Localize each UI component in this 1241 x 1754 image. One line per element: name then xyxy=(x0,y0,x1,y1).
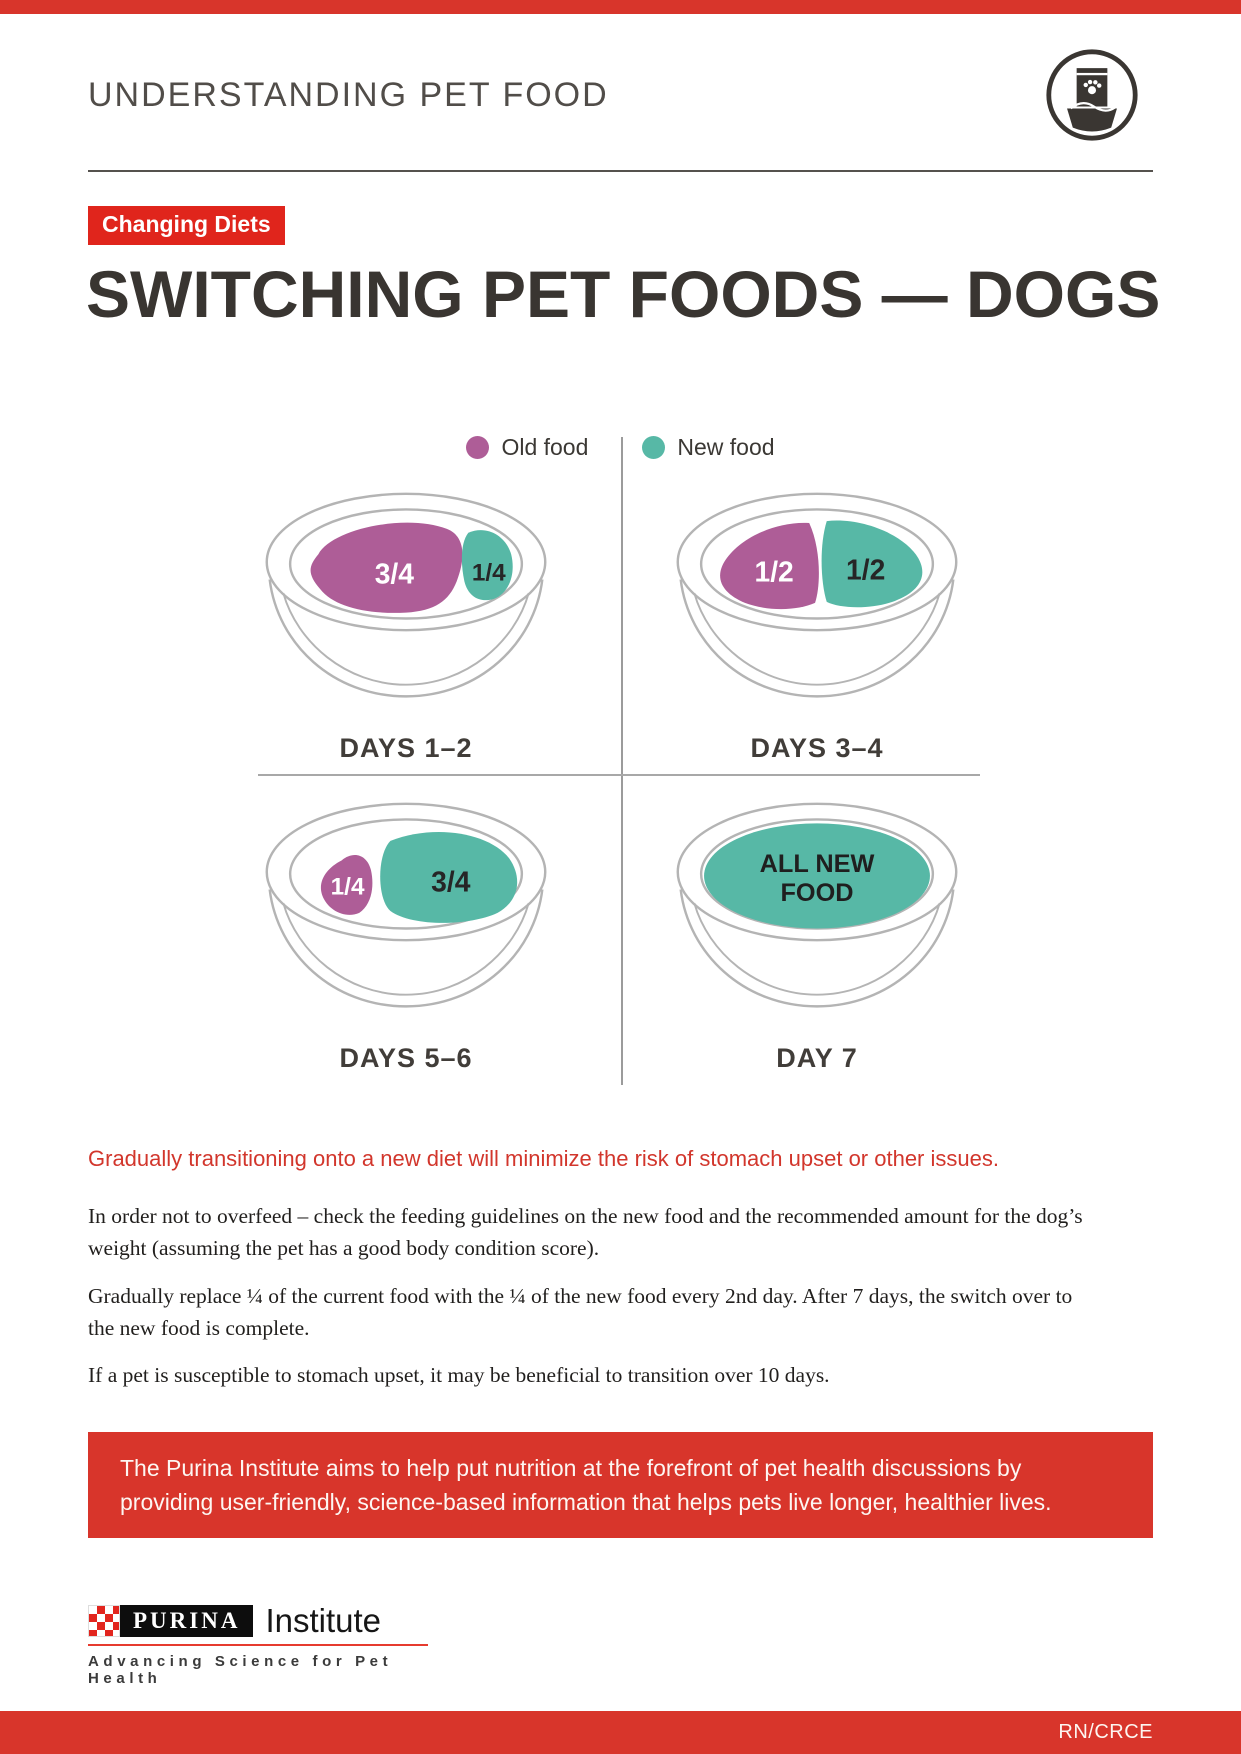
page-title: SWITCHING PET FOODS — DOGS xyxy=(86,257,1161,331)
new-food-portion xyxy=(461,530,513,601)
bottom-red-bar: RN/CRCE xyxy=(0,1711,1241,1754)
legend-item-old-food: Old food xyxy=(466,434,588,461)
fraction-label: 1/4 xyxy=(331,873,365,900)
purina-institute-logo: PURINA Institute Advancing Science for P… xyxy=(88,1602,448,1687)
new-food-portion xyxy=(704,823,930,929)
bowl-diagram-days-5-6: 1/4 3/4 xyxy=(265,802,547,1008)
old-food-portion xyxy=(320,855,373,915)
section-badge: Changing Diets xyxy=(88,206,285,245)
bowl-caption: DAY 7 xyxy=(776,1043,858,1073)
purina-wordmark: PURINA xyxy=(120,1605,254,1637)
fraction-label: 3/4 xyxy=(375,557,415,589)
institute-wordmark: Institute xyxy=(265,1602,382,1639)
bowl-diagram-days-1-2: 3/4 1/4 xyxy=(265,492,547,698)
mission-banner-text: The Purina Institute aims to help put nu… xyxy=(120,1454,1052,1516)
top-red-bar xyxy=(0,0,1241,14)
fraction-label: 1/2 xyxy=(846,554,885,586)
body-text: In order not to overfeed – check the fee… xyxy=(88,1200,1096,1406)
bowl-diagram-day-7: ALL NEW FOOD xyxy=(676,802,958,1008)
document-code: RN/CRCE xyxy=(1058,1721,1153,1743)
bowl-caption: DAYS 1–2 xyxy=(339,733,473,763)
bowl-diagram-days-3-4: 1/2 1/2 xyxy=(676,492,958,698)
logo-divider xyxy=(88,1644,428,1646)
old-food-portion xyxy=(310,522,463,613)
fraction-label: 3/4 xyxy=(431,865,471,897)
bowl-caption: DAYS 5–6 xyxy=(339,1043,473,1073)
legend-label: New food xyxy=(677,434,775,460)
old-food-dot-icon xyxy=(466,436,490,459)
highlight-sentence: Gradually transitioning onto a new diet … xyxy=(88,1146,999,1171)
all-new-food-label-line2: FOOD xyxy=(780,879,853,907)
paragraph-1: In order not to overfeed – check the fee… xyxy=(88,1204,1083,1261)
purina-checkerboard-icon xyxy=(88,1605,120,1637)
fraction-label: 1/2 xyxy=(755,555,794,587)
legend: Old food New food xyxy=(0,434,1241,461)
legend-item-new-food: New food xyxy=(642,434,775,461)
pet-food-bag-and-bowl-icon xyxy=(1044,47,1140,143)
paragraph-2: Gradually replace ¼ of the current food … xyxy=(88,1283,1073,1340)
new-food-dot-icon xyxy=(642,436,666,459)
new-food-portion xyxy=(380,831,518,923)
old-food-portion xyxy=(720,522,819,610)
logo-tagline: Advancing Science for Pet Health xyxy=(88,1653,393,1687)
bowl-caption: DAYS 3–4 xyxy=(750,733,884,763)
all-new-food-label-line1: ALL NEW xyxy=(760,850,875,878)
new-food-portion xyxy=(821,520,923,608)
fraction-label: 1/4 xyxy=(472,560,506,587)
grid-vertical-divider xyxy=(621,437,623,1085)
legend-label: Old food xyxy=(501,434,589,460)
mission-banner: The Purina Institute aims to help put nu… xyxy=(88,1432,1153,1538)
paragraph-3: If a pet is susceptible to stomach upset… xyxy=(88,1363,830,1387)
document-series-title: UNDERSTANDING PET FOOD xyxy=(88,76,609,114)
header-divider xyxy=(88,170,1153,172)
grid-horizontal-divider xyxy=(258,774,980,776)
